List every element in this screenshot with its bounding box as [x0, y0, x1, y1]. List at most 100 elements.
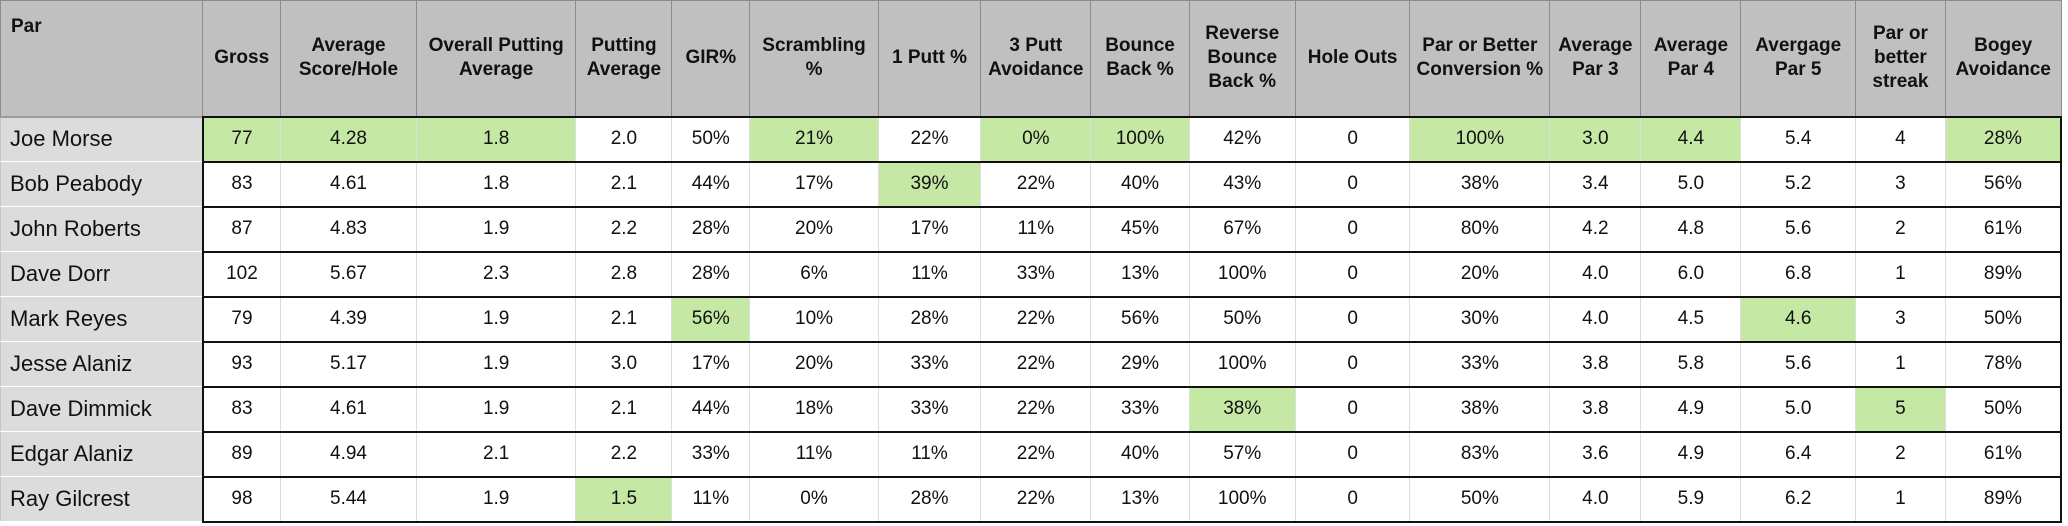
table-cell[interactable]: 38% [1409, 161, 1550, 208]
table-cell[interactable]: 1 [1854, 341, 1946, 388]
column-header-putting-average[interactable]: Putting Average [575, 0, 673, 117]
column-header-par-or-better-streak[interactable]: Par or better streak [1854, 0, 1946, 117]
table-cell[interactable]: 22% [877, 115, 981, 163]
column-header-average-par-3[interactable]: Average Par 3 [1549, 0, 1642, 117]
table-cell[interactable]: 20% [1409, 251, 1550, 298]
table-cell[interactable]: 11% [980, 206, 1091, 253]
table-cell[interactable]: 0 [1294, 206, 1410, 253]
table-cell[interactable]: 40% [1090, 161, 1190, 208]
table-cell[interactable]: 11% [877, 431, 981, 478]
table-cell[interactable]: 3 [1854, 161, 1946, 208]
table-cell[interactable]: 5.4 [1740, 115, 1856, 163]
table-cell[interactable]: 2.2 [575, 431, 672, 478]
table-cell[interactable]: 2.1 [415, 431, 576, 478]
table-cell[interactable]: 11% [671, 476, 750, 523]
table-cell[interactable]: 13% [1090, 251, 1190, 298]
table-cell[interactable]: 2 [1854, 431, 1946, 478]
table-cell[interactable]: 89% [1944, 251, 2062, 298]
table-cell[interactable]: 6.2 [1740, 476, 1856, 523]
table-cell[interactable]: 4.8 [1640, 206, 1741, 253]
table-cell[interactable]: 30% [1409, 296, 1550, 343]
table-cell[interactable]: 6.4 [1740, 431, 1856, 478]
table-cell[interactable]: 4.39 [280, 296, 417, 343]
table-cell[interactable]: 5.6 [1740, 341, 1856, 388]
table-cell[interactable]: 3.8 [1549, 386, 1641, 433]
table-cell[interactable]: 0 [1294, 476, 1410, 523]
highlighted-best-cell[interactable]: 56% [671, 296, 750, 343]
table-cell[interactable]: 4.0 [1549, 476, 1641, 523]
table-cell[interactable]: 83% [1409, 431, 1550, 478]
table-cell[interactable]: 2 [1854, 206, 1946, 253]
column-header-par-or-better-conversion[interactable]: Par or Better Conversion % [1409, 0, 1551, 117]
table-cell[interactable]: 40% [1090, 431, 1190, 478]
table-cell[interactable]: 5.67 [280, 251, 417, 298]
table-cell[interactable]: 5.8 [1640, 341, 1741, 388]
table-cell[interactable]: 100% [1188, 251, 1296, 298]
table-cell[interactable]: 11% [749, 431, 879, 478]
table-cell[interactable]: 1 [1854, 476, 1946, 523]
table-cell[interactable]: 42% [1188, 115, 1296, 163]
table-cell[interactable]: 22% [980, 431, 1091, 478]
highlighted-best-cell[interactable]: 100% [1090, 115, 1190, 163]
table-cell[interactable]: 5.2 [1740, 161, 1856, 208]
player-name-cell[interactable]: Ray Gilcrest [0, 476, 204, 522]
table-cell[interactable]: 2.2 [575, 206, 672, 253]
column-header-avergage-par-5[interactable]: Avergage Par 5 [1740, 0, 1856, 117]
table-cell[interactable]: 11% [877, 251, 981, 298]
player-name-cell[interactable]: Mark Reyes [0, 296, 204, 342]
table-cell[interactable]: 4 [1854, 115, 1946, 163]
table-cell[interactable]: 22% [980, 296, 1091, 343]
column-header-scrambling[interactable]: Scrambling % [749, 0, 879, 117]
table-cell[interactable]: 98 [202, 476, 281, 523]
table-cell[interactable]: 87 [202, 206, 281, 253]
player-name-cell[interactable]: Jesse Alaniz [0, 341, 204, 387]
highlighted-best-cell[interactable]: 4.28 [280, 115, 417, 163]
column-header-reverse-bounce-back[interactable]: Reverse Bounce Back % [1188, 0, 1296, 117]
table-cell[interactable]: 2.3 [415, 251, 576, 298]
table-cell[interactable]: 33% [671, 431, 750, 478]
column-header-bogey-avoidance[interactable]: Bogey Avoidance [1944, 0, 2062, 117]
column-header-gross[interactable]: Gross [202, 0, 282, 117]
table-cell[interactable]: 100% [1188, 341, 1296, 388]
highlighted-best-cell[interactable]: 28% [1944, 115, 2062, 163]
table-cell[interactable]: 50% [1188, 296, 1296, 343]
table-cell[interactable]: 0 [1294, 431, 1410, 478]
table-cell[interactable]: 28% [671, 251, 750, 298]
table-cell[interactable]: 1.9 [415, 386, 576, 433]
column-header-average-par-4[interactable]: Average Par 4 [1640, 0, 1742, 117]
table-cell[interactable]: 0 [1294, 296, 1410, 343]
table-cell[interactable]: 4.5 [1640, 296, 1741, 343]
table-cell[interactable]: 4.61 [280, 386, 417, 433]
corner-header-par[interactable]: Par [0, 0, 204, 117]
table-cell[interactable]: 2.1 [575, 386, 672, 433]
table-cell[interactable]: 50% [1944, 296, 2062, 343]
table-cell[interactable]: 4.0 [1549, 251, 1641, 298]
highlighted-best-cell[interactable]: 5 [1854, 386, 1946, 433]
column-header-overall-putting-average[interactable]: Overall Putting Average [415, 0, 577, 117]
table-cell[interactable]: 83 [202, 161, 281, 208]
table-cell[interactable]: 3.6 [1549, 431, 1641, 478]
table-cell[interactable]: 0 [1294, 341, 1410, 388]
table-cell[interactable]: 5.0 [1640, 161, 1741, 208]
table-cell[interactable]: 28% [877, 296, 981, 343]
table-cell[interactable]: 89% [1944, 476, 2062, 523]
table-cell[interactable]: 78% [1944, 341, 2062, 388]
table-cell[interactable]: 4.2 [1549, 206, 1641, 253]
player-name-cell[interactable]: Dave Dorr [0, 251, 204, 297]
table-cell[interactable]: 2.1 [575, 161, 672, 208]
table-cell[interactable]: 22% [980, 341, 1091, 388]
column-header-average-score-hole[interactable]: Average Score/Hole [280, 0, 417, 117]
table-cell[interactable]: 45% [1090, 206, 1190, 253]
table-cell[interactable]: 80% [1409, 206, 1550, 253]
table-cell[interactable]: 38% [1409, 386, 1550, 433]
table-cell[interactable]: 100% [1188, 476, 1296, 523]
table-cell[interactable]: 22% [980, 161, 1091, 208]
table-cell[interactable]: 50% [1944, 386, 2062, 433]
table-cell[interactable]: 4.9 [1640, 431, 1741, 478]
column-header-hole-outs[interactable]: Hole Outs [1294, 0, 1411, 117]
table-cell[interactable]: 33% [1090, 386, 1190, 433]
table-cell[interactable]: 33% [877, 386, 981, 433]
table-cell[interactable]: 22% [980, 386, 1091, 433]
highlighted-best-cell[interactable]: 21% [749, 115, 879, 163]
table-cell[interactable]: 2.1 [575, 296, 672, 343]
